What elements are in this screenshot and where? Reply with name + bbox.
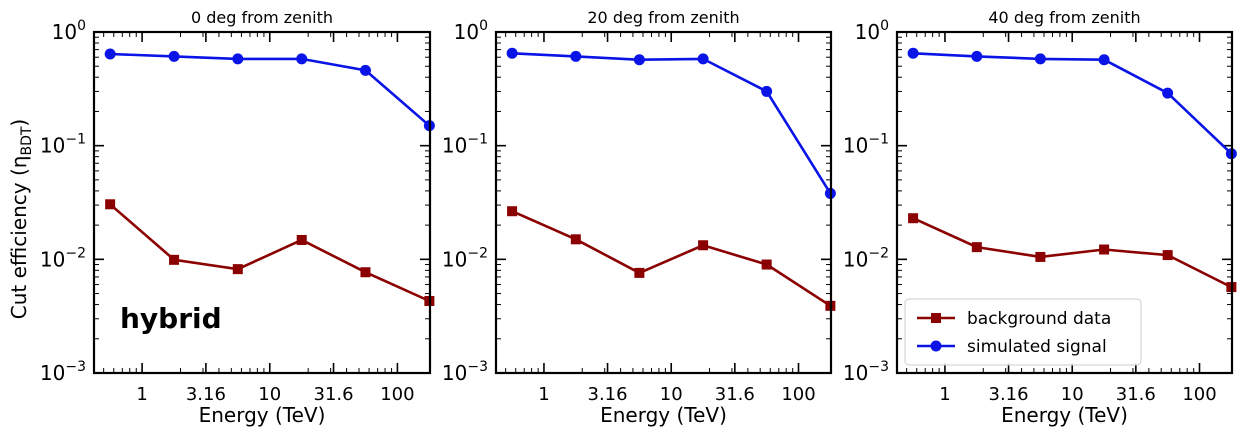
x-tick-label: 31.6 [715,384,755,405]
data-point-square [296,234,307,245]
plot-frame [494,30,833,375]
data-point-square [634,267,645,278]
x-tick-label: 1 [136,384,147,405]
legend-box [904,298,1142,366]
legend-label: background data [967,309,1111,329]
data-point-square [1162,250,1173,261]
y-axis-label: Cut efficiency (ηBDT) [7,119,35,319]
y-tick-label: 10−3 [843,359,889,385]
x-tick-label: 31.6 [314,384,354,405]
data-point-circle [296,53,308,65]
x-tick-label: 3.16 [588,384,628,405]
data-point-square [232,264,243,275]
panel-3: 40 deg from zenith Energy (TeV) 10−3 10−2 10… [843,8,1237,427]
y-tick-label: 10−1 [40,132,86,158]
data-point-circle [1162,87,1174,99]
data-point-square [761,259,772,270]
data-point-square [971,242,982,253]
data-point-circle [971,50,983,62]
data-point-square [698,240,709,251]
panel-title: 20 deg from zenith [587,8,739,27]
data-point-square [105,199,116,210]
x-tick-label: 100 [1182,384,1216,405]
data-point-circle [232,53,244,65]
plot-frame [895,30,1234,375]
x-tick-label: 1 [538,384,549,405]
data-point-circle [1034,53,1046,65]
panel-title: 40 deg from zenith [988,8,1140,27]
y-tick-label: 10−3 [40,359,86,385]
data-point-circle [506,47,518,59]
panel-1: 0 deg from zenith Energy (TeV) 10−3 10−2 10−… [40,8,435,427]
data-point-circle [104,48,116,60]
x-tick-label: 100 [380,384,414,405]
legend-marker-square [931,313,941,323]
y-tick-label: 10−2 [40,245,86,271]
x-tick-label: 3.16 [989,384,1029,405]
data-point-circle [359,64,371,76]
legend-marker-circle [930,340,942,352]
legend-label: simulated signal [967,337,1107,357]
y-tick-label: 10−1 [843,132,889,158]
x-tick-label: 10 [258,384,281,405]
data-point-square [169,254,180,265]
series-line-simulated-signal [110,52,431,127]
data-point-circle [697,53,709,65]
y-tick-label: 100 [454,18,488,44]
hybrid-annotation: hybrid [120,302,222,335]
x-axis-label: Energy (TeV) [199,403,326,427]
series-line-background-data [109,203,430,303]
data-point-square [1099,244,1110,255]
panel-title: 0 deg from zenith [191,8,333,27]
data-point-circle [1098,54,1110,66]
data-point-circle [761,85,773,97]
y-tick-label: 100 [855,18,889,44]
series-line-simulated-signal [512,52,832,195]
data-point-circle [168,50,180,62]
x-tick-label: 10 [1061,384,1084,405]
x-tick-label: 3.16 [186,384,226,405]
y-tick-label: 10−2 [442,245,488,271]
y-tick-label: 10−3 [442,359,488,385]
panels: 0 deg from zenith Energy (TeV) 10−3 10−2 10−… [40,8,1237,427]
x-tick-label: 10 [660,384,683,405]
data-point-square [908,213,919,224]
data-point-circle [570,50,582,62]
x-axis-label: Energy (TeV) [1001,403,1128,427]
data-point-circle [633,54,645,66]
data-point-square [507,206,518,217]
data-point-square [360,267,371,278]
data-point-square [1035,251,1046,262]
x-tick-label: 1 [939,384,950,405]
x-tick-label: 100 [781,384,815,405]
legend: background data simulated signal [904,298,1142,366]
x-axis-label: Energy (TeV) [600,403,727,427]
y-tick-label: 100 [52,18,86,44]
x-tick-label: 31.6 [1116,384,1156,405]
data-point-circle [907,47,919,59]
y-tick-label: 10−2 [843,245,889,271]
y-tick-label: 10−1 [442,132,488,158]
series-line-simulated-signal [913,52,1233,155]
panel-2: 20 deg from zenith Energy (TeV) 10−3 10−2 10… [442,8,836,427]
series-line-background-data [511,210,832,307]
plot-frame [92,30,432,375]
series-line-background-data [912,217,1232,289]
data-point-square [570,234,581,245]
